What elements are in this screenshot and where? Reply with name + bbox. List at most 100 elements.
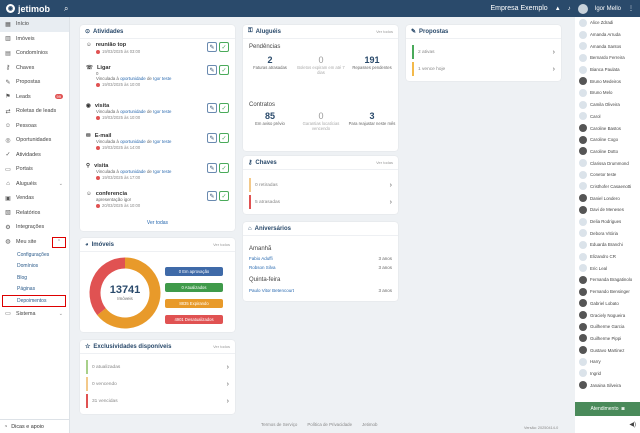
stat-block[interactable]: 3 Para reajustar neste mês [347,111,397,126]
notification-icon[interactable]: ▲ [554,5,561,12]
team-member[interactable]: Elizandro CR [575,251,640,263]
atendimento-panel[interactable]: Atendimento ◙ ◀) [575,402,640,433]
avatar[interactable] [577,3,588,14]
team-member[interactable]: Harry [575,356,640,368]
sidebar-item-4[interactable]: ✎ Propostas [0,75,69,90]
ver-todas-link[interactable]: Ver todas [146,220,169,226]
birthday-row[interactable]: Robson Silva 3 anos [249,265,392,270]
team-member[interactable]: Bernardo Ferreira [575,52,640,64]
jetimob-link[interactable]: Jetimob [362,422,378,427]
activity-title[interactable]: E-mail [94,133,112,139]
edit-button[interactable]: ✎ [207,191,217,201]
edit-button[interactable]: ✎ [207,65,217,75]
logo[interactable]: ◉ jetimob [6,4,50,14]
team-member[interactable]: Caroline Dotto [575,146,640,158]
complete-button[interactable]: ✓ [219,163,229,173]
team-member[interactable]: Eric Leal [575,262,640,274]
politica-link[interactable]: Política de Privacidade [307,422,353,427]
user-name[interactable]: Igor Mello [594,5,621,12]
edit-button[interactable]: ✎ [207,163,217,173]
sidebar-item-6[interactable]: ⇄ Roletas de leads [0,104,69,119]
team-member[interactable]: Bianca Paulata [575,64,640,76]
team-member[interactable]: Ingrid [575,368,640,380]
sidebar-item-13[interactable]: ▧ Relatórios [0,206,69,221]
team-member[interactable]: Davi de Meneses [575,204,640,216]
team-member[interactable]: Cristhofer Casaenotti [575,181,640,193]
submenu-item-1[interactable]: Domínios [17,263,39,270]
team-member[interactable]: Fernanda Bragatinolo [575,274,640,286]
termos-link[interactable]: Termos de Serviço [261,422,298,427]
complete-button[interactable]: ✓ [219,65,229,75]
stat-block[interactable]: 0 Boletos expiram em até 7 dias [296,55,346,76]
submenu-item-2[interactable]: Blog [17,274,28,281]
team-member[interactable]: Caroline Cogo [575,134,640,146]
ver-todos-link[interactable]: Ver todos [213,242,230,247]
speaker-icon[interactable]: ◀) [629,422,636,428]
sidebar-item-15[interactable]: ◍ Meu site ⌃ [0,235,69,250]
team-member[interactable]: Clarissa Drummond [575,157,640,169]
exclusividade-item[interactable]: 0 vencendo › [86,377,229,391]
team-member[interactable]: Debora Vitória [575,227,640,239]
team-member[interactable]: Eduarda Branchi [575,239,640,251]
person-link[interactable]: Igor teste [153,169,172,174]
sidebar-item-8[interactable]: ◎ Oportunidades [0,133,69,148]
team-member[interactable]: Delia Rodrigues [575,216,640,228]
complete-button[interactable]: ✓ [219,42,229,52]
proposta-item[interactable]: 1 vence hoje › [412,62,555,76]
oportunidade-link[interactable]: oportunidade [120,139,146,144]
oportunidade-link[interactable]: oportunidade [120,109,146,114]
team-member[interactable]: Carol [575,111,640,123]
birthday-row[interactable]: Fabio Aduffi 3 anos [249,256,392,261]
sidebar-item-2[interactable]: ▤ Condomínios [0,46,69,61]
birthday-row[interactable]: Paulo Vitor Betencourt 3 anos [249,288,392,293]
sidebar-item-dicas[interactable]: ◔ Dicas e apoio [0,419,70,433]
edit-button[interactable]: ✎ [207,42,217,52]
chave-item[interactable]: 0 retiradas › [249,178,392,192]
chave-item[interactable]: 5 atrasadas › [249,195,392,209]
grid-icon[interactable]: ⋮ [628,6,634,12]
activity-title[interactable]: conferencia [95,191,128,197]
team-member[interactable]: Camila Oliveira [575,99,640,111]
imoveis-status-pill[interactable]: 0 Em aprovação [165,267,223,276]
stat-block[interactable]: 191 Repasses pendentes [347,55,397,70]
complete-button[interactable]: ✓ [219,103,229,113]
sidebar-item-3[interactable]: ⚷ Chaves [0,61,69,76]
company-name[interactable]: Empresa Exemplo [490,5,548,12]
sidebar-item-10[interactable]: ▭ Portais [0,162,69,177]
ver-todos-link[interactable]: Ver todos [213,344,230,349]
sidebar-item-14[interactable]: ⚙ Integrações [0,220,69,235]
imoveis-status-pill[interactable]: 0 Atualizados [165,283,223,292]
team-member[interactable]: Conetor teste [575,169,640,181]
team-member[interactable]: Fernando Bensinger [575,286,640,298]
activity-title[interactable]: reunião top [95,42,127,48]
team-member[interactable]: Graciely Nogueira [575,309,640,321]
submenu-item-0[interactable]: Configurações [17,251,50,258]
stat-block[interactable]: 2 Faturas atrasadas [245,55,295,70]
team-member[interactable]: Daniel Londero [575,192,640,204]
submenu-item-4[interactable]: Depoimentos [2,295,66,307]
birthday-name[interactable]: Paulo Vitor Betencourt [249,288,294,293]
activity-title[interactable]: visita [94,163,109,169]
exclusividade-item[interactable]: 31 vencidas › [86,394,229,408]
stat-block[interactable]: 85 Em aviso prévio [245,111,295,126]
ver-todos-link[interactable]: Ver todos [376,29,393,34]
search-icon[interactable]: ⌕ [64,3,69,13]
sidebar-item-1[interactable]: ▥ Imóveis [0,32,69,47]
edit-button[interactable]: ✎ [207,103,217,113]
team-member[interactable]: Caroline Bastos [575,122,640,134]
bell-icon[interactable]: ♪ [567,5,571,12]
team-member[interactable]: Bruno Melo [575,87,640,99]
activity-title[interactable]: visita [94,103,110,109]
sidebar-item-sistema[interactable]: ▭ Sistema ⌄ [0,307,69,322]
chevron-up-icon[interactable]: ⌃ [52,236,66,248]
activity-title[interactable]: Ligar [97,65,111,71]
submenu-item-3[interactable]: Páginas [17,286,36,293]
edit-button[interactable]: ✎ [207,133,217,143]
sidebar-item-9[interactable]: ✓ Atividades [0,148,69,163]
proposta-item[interactable]: 2 ativas › [412,45,555,59]
team-member[interactable]: Amanda Arruda [575,29,640,41]
imoveis-status-pill[interactable]: 4901 Desatualizados [165,315,223,324]
team-member[interactable]: Amanda Santos [575,40,640,52]
team-member[interactable]: Bruno Medeiros [575,75,640,87]
birthday-name[interactable]: Fabio Aduffi [249,256,273,261]
